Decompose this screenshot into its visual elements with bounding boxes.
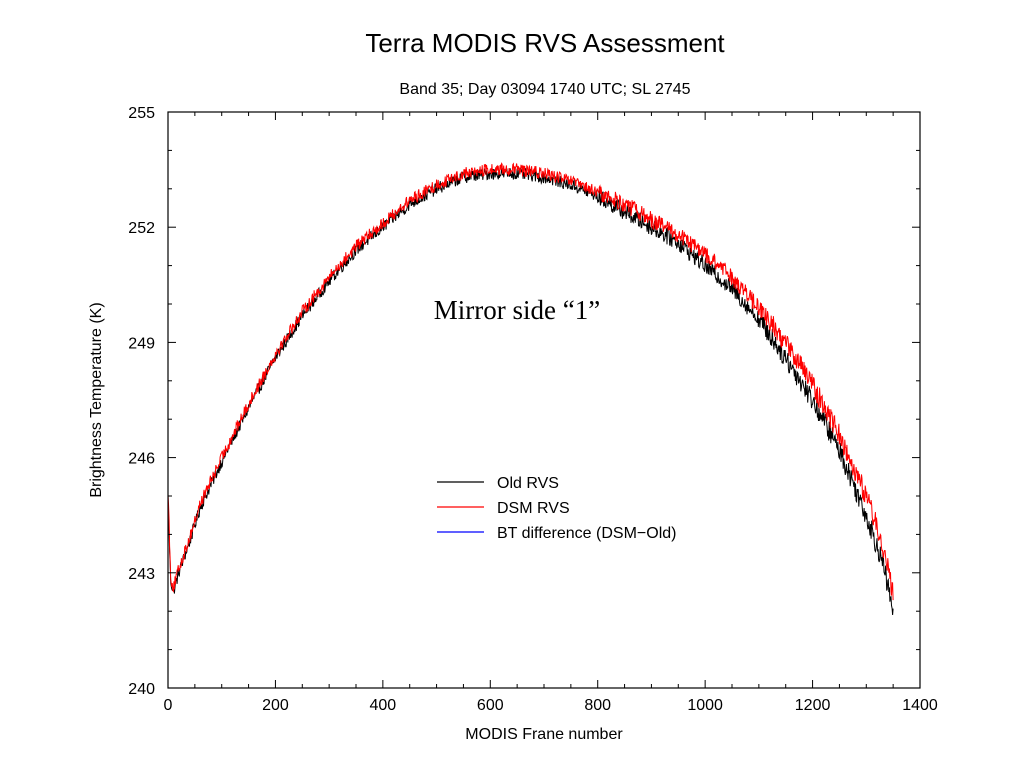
ticks-layer: 0 200 400 600 800 1000 1200 1400 240 243 246 249 252…: [128, 105, 938, 714]
legend-label: BT difference (DSM−Old): [497, 525, 676, 542]
y-tick-label: 255: [128, 105, 155, 122]
y-tick-label: 243: [128, 566, 155, 583]
x-tick-label: 800: [584, 697, 611, 714]
x-tick-label: 600: [477, 697, 504, 714]
y-tick-label: 252: [128, 220, 155, 237]
series-line-1: [168, 162, 894, 601]
x-tick-label: 200: [262, 697, 289, 714]
x-tick-label: 0: [164, 697, 173, 714]
x-tick-label: 1000: [687, 697, 723, 714]
y-tick-label: 246: [128, 451, 155, 468]
mirror-side-annotation: Mirror side “1”: [434, 295, 600, 325]
legend-label: Old RVS: [497, 475, 559, 492]
y-tick-label: 249: [128, 335, 155, 352]
x-tick-label: 400: [370, 697, 397, 714]
x-axis-label: MODIS Frane number: [465, 726, 623, 743]
chart-title: Terra MODIS RVS Assessment: [365, 28, 725, 58]
series-layer: [168, 162, 894, 616]
x-tick-label: 1400: [902, 697, 938, 714]
y-axis-label: Brightness Temperature (K): [88, 302, 105, 497]
x-tick-label: 1200: [795, 697, 831, 714]
y-tick-label: 240: [128, 681, 155, 698]
series-line-0: [168, 166, 894, 616]
legend-label: DSM RVS: [497, 500, 570, 517]
legend: Old RVS DSM RVS BT difference (DSM−Old): [437, 475, 676, 542]
chart-subtitle: Band 35; Day 03094 1740 UTC; SL 2745: [399, 81, 690, 98]
